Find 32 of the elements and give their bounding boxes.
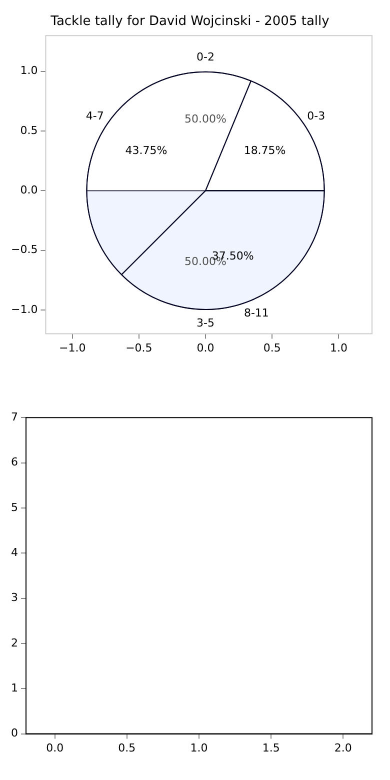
- slice-label: 4-7: [86, 110, 104, 123]
- y-tick-label: −1.0: [10, 302, 38, 316]
- data-label: 50.00%: [184, 112, 226, 126]
- data-label: 18.75%: [244, 144, 286, 157]
- slice-label: 0-3: [307, 110, 326, 123]
- y-tick-label: 0: [11, 726, 18, 740]
- slice-label: 0-2: [196, 50, 215, 64]
- y-tick-label: 7: [11, 410, 18, 424]
- x-tick-label: 0.5: [263, 341, 281, 354]
- x-tick-label: 2.0: [334, 741, 352, 754]
- x-tick-label: 1.0: [190, 741, 208, 754]
- x-tick-label: 1.0: [330, 341, 348, 354]
- x-tick-label: −1.0: [58, 341, 86, 354]
- y-tick-label: 3: [11, 591, 18, 604]
- y-tick-label: 1: [11, 681, 18, 694]
- chart-title: Tackle tally for David Wojcinski - 2005 tally: [50, 14, 330, 30]
- x-tick-label: 0.0: [196, 341, 214, 354]
- slice-label: 8-11: [244, 306, 269, 320]
- y-tick-label: 4: [11, 546, 18, 559]
- x-tick-label: 1.5: [262, 741, 280, 754]
- y-tick-label: 6: [11, 456, 18, 469]
- y-tick-label: 0.5: [20, 124, 38, 137]
- slice-label: 3-5: [196, 316, 215, 330]
- data-label: 43.75%: [125, 144, 168, 157]
- x-tick-label: −0.5: [126, 341, 152, 354]
- y-tick-label: 2: [11, 636, 18, 650]
- y-tick-label: 0.0: [20, 184, 38, 197]
- y-tick-label: 5: [11, 500, 18, 514]
- x-tick-label: 0.5: [118, 741, 136, 754]
- y-tick-label: 1.0: [20, 64, 38, 78]
- y-tick-label: −0.5: [10, 243, 38, 256]
- x-tick-label: 0.0: [46, 741, 64, 754]
